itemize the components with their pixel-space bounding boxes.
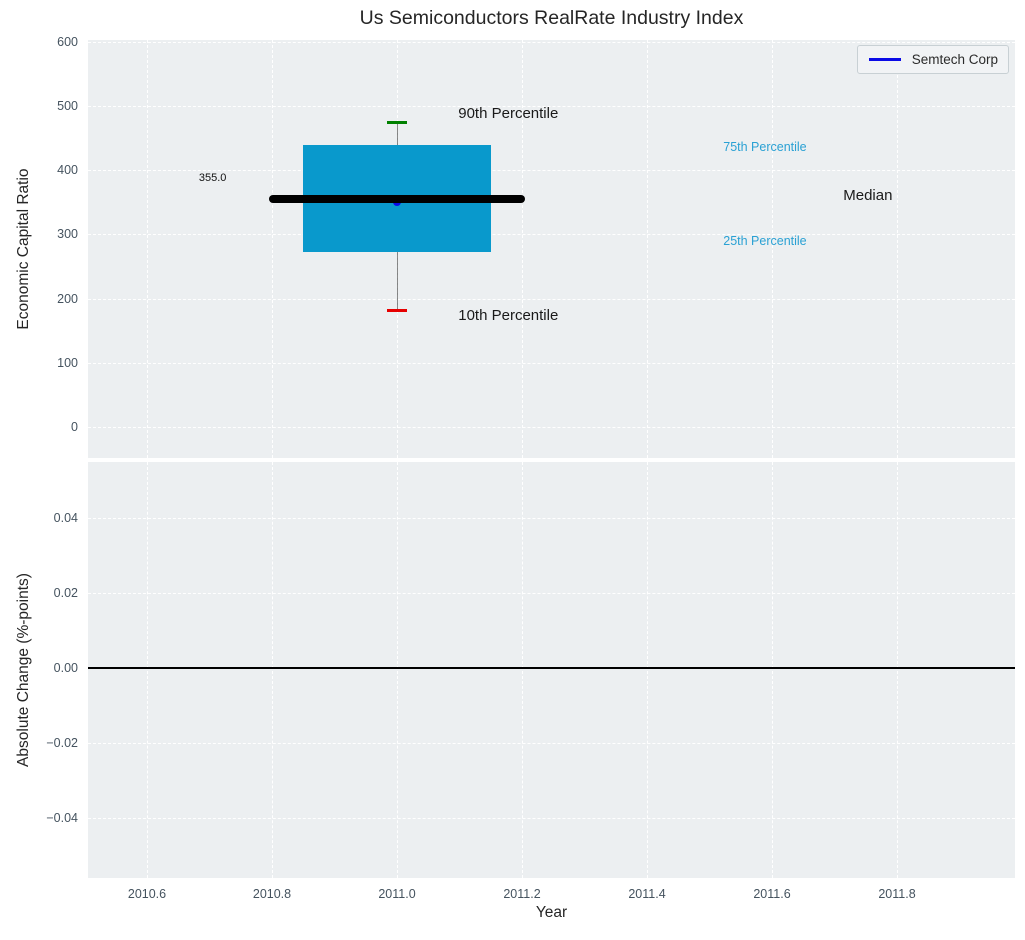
x-tick-label: 2010.6 <box>127 887 167 901</box>
gridline-vertical <box>772 40 773 458</box>
y-tick-label: 500 <box>57 99 78 114</box>
p10-whisker-cap <box>387 309 407 313</box>
gridline-vertical <box>772 462 773 878</box>
gridline-horizontal <box>88 234 1015 236</box>
legend-line-sample <box>868 58 901 61</box>
x-tick-label: 2011.4 <box>628 887 666 901</box>
p90-whisker-cap <box>387 120 407 124</box>
y-tick-label: 400 <box>57 163 78 178</box>
zero-change-line <box>88 666 1015 669</box>
y-tick-label: 600 <box>57 34 78 49</box>
gridline-horizontal <box>88 817 1015 819</box>
median-line <box>268 195 526 204</box>
gridline-vertical <box>397 462 398 878</box>
gridline-horizontal <box>88 742 1015 744</box>
gridline-vertical <box>272 40 273 458</box>
gridline-vertical <box>897 462 898 878</box>
gridline-horizontal <box>88 41 1015 43</box>
gridline-horizontal <box>88 427 1015 428</box>
y-tick-label: −0.02 <box>46 735 78 750</box>
y-tick-label: 0 <box>71 420 78 434</box>
legend: Semtech Corp <box>856 45 1009 74</box>
gridline-horizontal <box>88 362 1015 364</box>
x-axis-label: Year <box>535 904 568 921</box>
annotation-355-0: 355.0 <box>198 172 227 185</box>
legend-label: Semtech Corp <box>911 52 998 67</box>
gridline-vertical <box>647 462 648 878</box>
x-tick-label: 2011.0 <box>378 887 416 901</box>
gridline-vertical <box>522 40 523 458</box>
y-tick-label: 0.04 <box>53 510 78 525</box>
gridline-horizontal <box>88 170 1015 172</box>
annotation-75th-percentile: 75th Percentile <box>723 140 807 155</box>
gridline-horizontal <box>88 298 1015 300</box>
gridline-vertical <box>522 462 523 878</box>
x-tick-label: 2011.6 <box>753 887 791 901</box>
gridline-vertical <box>897 40 898 458</box>
annotation-median: Median <box>843 187 893 205</box>
x-tick-label: 2011.2 <box>503 887 541 901</box>
gridline-horizontal <box>88 517 1015 519</box>
annotation-10th-percentile: 10th Percentile <box>458 307 559 325</box>
gridline-vertical <box>147 462 148 878</box>
y-tick-label: 100 <box>57 355 78 370</box>
y-tick-label: 0.02 <box>53 585 78 600</box>
x-tick-label: 2010.8 <box>252 887 292 901</box>
y-tick-label: 0.00 <box>53 660 78 675</box>
y-tick-label: −0.04 <box>46 810 78 825</box>
gridline-vertical <box>147 40 148 458</box>
gridline-horizontal <box>88 592 1015 594</box>
x-tick-label: 2011.8 <box>878 887 916 901</box>
bottom-axes <box>88 462 1015 878</box>
top-axes: Semtech Corp 90th Percentile 10th Percent… <box>88 40 1015 458</box>
gridline-horizontal <box>88 106 1015 108</box>
y-tick-label: 200 <box>57 291 78 306</box>
annotation-25th-percentile: 25th Percentile <box>723 233 807 248</box>
gridline-vertical <box>272 462 273 878</box>
y-tick-label: 300 <box>57 227 78 242</box>
chart-title: Us Semiconductors RealRate Industry Inde… <box>359 7 744 29</box>
gridline-vertical <box>647 40 648 458</box>
annotation-90th-percentile: 90th Percentile <box>458 104 559 122</box>
